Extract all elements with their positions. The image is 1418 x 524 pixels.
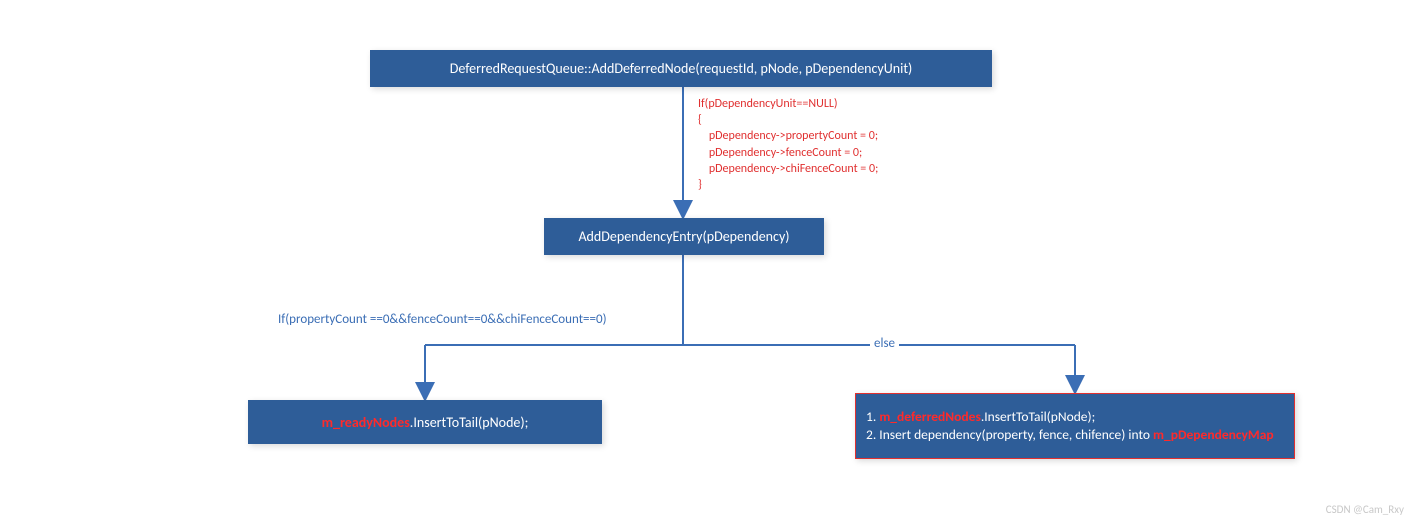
cond-else: else bbox=[870, 336, 899, 351]
node-defer-line2: 2. Insert dependency(property, fence, ch… bbox=[866, 426, 1274, 444]
cond-left-text: If(propertyCount ==0&&fenceCount==0&&chi… bbox=[278, 312, 607, 327]
node-ready: m_readyNodes.InsertToTail(pNode); bbox=[248, 400, 602, 444]
node-add: AddDependencyEntry(pDependency) bbox=[544, 218, 824, 255]
node-ready-hl: m_readyNodes bbox=[322, 414, 410, 431]
cond-else-text: else bbox=[874, 336, 895, 351]
node-defer-l1-hl: m_deferredNodes bbox=[879, 408, 981, 425]
node-ready-txt: .InsertToTail(pNode); bbox=[410, 414, 529, 431]
node-defer: 1. m_deferredNodes.InsertToTail(pNode); … bbox=[855, 393, 1295, 459]
cond-left: If(propertyCount ==0&&fenceCount==0&&chi… bbox=[278, 312, 607, 327]
node-root: DeferredRequestQueue::AddDeferredNode(re… bbox=[370, 50, 992, 87]
node-root-label: DeferredRequestQueue::AddDeferredNode(re… bbox=[450, 60, 913, 77]
node-add-label: AddDependencyEntry(pDependency) bbox=[578, 228, 789, 245]
node-ready-label: m_readyNodes.InsertToTail(pNode); bbox=[322, 414, 529, 431]
watermark: CSDN @Cam_Rxy bbox=[1326, 503, 1404, 516]
node-defer-l2-txt: 2. Insert dependency(property, fence, ch… bbox=[866, 426, 1153, 443]
node-defer-line1: 1. m_deferredNodes.InsertToTail(pNode); bbox=[866, 408, 1274, 426]
node-defer-content: 1. m_deferredNodes.InsertToTail(pNode); … bbox=[866, 408, 1274, 444]
node-defer-l1-pre: 1. bbox=[866, 408, 879, 425]
flowchart-canvas: DeferredRequestQueue::AddDeferredNode(re… bbox=[0, 0, 1418, 524]
code-annotation: If(pDependencyUnit==NULL) { pDependency-… bbox=[698, 96, 878, 193]
watermark-text: CSDN @Cam_Rxy bbox=[1326, 503, 1404, 516]
node-defer-l1-post: .InsertToTail(pNode); bbox=[981, 408, 1095, 425]
node-defer-l2-hl: m_pDependencyMap bbox=[1153, 426, 1274, 443]
